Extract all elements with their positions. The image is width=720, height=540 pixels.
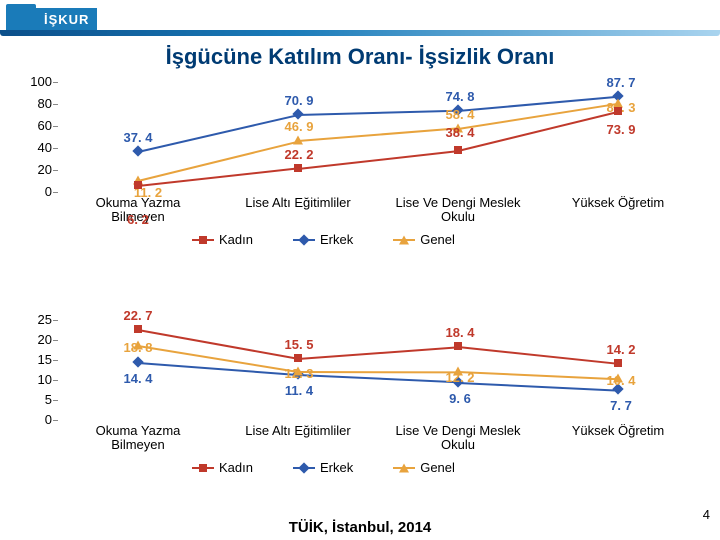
legend-label: Genel xyxy=(420,232,455,247)
page-number: 4 xyxy=(703,507,710,522)
series-line-genel xyxy=(298,371,458,373)
data-label-genel: 12. 3 xyxy=(285,366,314,381)
data-label-kadin: 22. 2 xyxy=(285,147,314,162)
marker-kadin xyxy=(294,354,302,362)
series-line-erkek xyxy=(458,382,618,392)
data-label-kadin: 18. 4 xyxy=(446,325,475,340)
y-axis-label: 0 xyxy=(22,184,52,199)
y-axis-label: 0 xyxy=(22,412,52,427)
data-label-erkek: 7. 7 xyxy=(610,398,632,413)
legend-item-kadin: Kadın xyxy=(192,232,253,247)
data-label-genel: 18. 8 xyxy=(124,340,153,355)
data-label-erkek: 87. 7 xyxy=(607,75,636,90)
data-label-genel: 10. 4 xyxy=(607,373,636,388)
unemployment-chart: 0510152025Okuma Yazma BilmeyenLise Altı … xyxy=(22,320,698,480)
x-axis-label: Lise Ve Dengi Meslek Okulu xyxy=(378,424,538,453)
data-label-kadin: 6. 2 xyxy=(127,212,149,227)
marker-kadin xyxy=(614,107,622,115)
data-label-kadin: 22. 7 xyxy=(124,308,153,323)
legend-item-erkek: Erkek xyxy=(293,460,353,475)
series-line-kadin xyxy=(298,150,458,170)
legend: Kadın Erkek Genel xyxy=(192,460,455,475)
marker-genel xyxy=(293,136,303,145)
legend-label: Erkek xyxy=(320,232,353,247)
page-title: İşgücüne Katılım Oranı- İşsizlik Oranı xyxy=(0,44,720,70)
y-axis-label: 100 xyxy=(22,74,52,89)
y-axis-label: 20 xyxy=(22,332,52,347)
legend-item-erkek: Erkek xyxy=(293,232,353,247)
y-axis-label: 60 xyxy=(22,118,52,133)
marker-erkek xyxy=(132,357,143,368)
legend-label: Genel xyxy=(420,460,455,475)
legend-label: Kadın xyxy=(219,232,253,247)
series-line-erkek xyxy=(298,374,458,383)
x-axis-label: Yüksek Öğretim xyxy=(538,424,698,438)
data-label-kadin: 73. 9 xyxy=(607,122,636,137)
y-axis-label: 20 xyxy=(22,162,52,177)
marker-kadin xyxy=(614,359,622,367)
data-label-kadin: 38. 4 xyxy=(446,125,475,140)
x-axis-label: Lise Altı Eğitimliler xyxy=(218,424,378,438)
legend-label: Erkek xyxy=(320,460,353,475)
data-label-erkek: 74. 8 xyxy=(446,89,475,104)
header-stripe xyxy=(0,30,720,36)
marker-kadin xyxy=(454,146,462,154)
x-axis-label: Lise Altı Eğitimliler xyxy=(218,196,378,210)
series-line-kadin xyxy=(138,168,298,188)
y-axis-label: 80 xyxy=(22,96,52,111)
marker-erkek xyxy=(132,145,143,156)
header-bar: İŞKUR xyxy=(0,0,720,38)
data-label-erkek: 70. 9 xyxy=(285,93,314,108)
legend-item-genel: Genel xyxy=(393,232,455,247)
legend: Kadın Erkek Genel xyxy=(192,232,455,247)
legend-item-genel: Genel xyxy=(393,460,455,475)
marker-kadin xyxy=(294,164,302,172)
series-line-erkek xyxy=(298,110,458,116)
series-line-genel xyxy=(298,128,458,143)
y-axis-label: 25 xyxy=(22,312,52,327)
data-label-kadin: 14. 2 xyxy=(607,342,636,357)
x-axis-label: Okuma Yazma Bilmeyen xyxy=(58,424,218,453)
series-line-kadin xyxy=(138,329,298,360)
x-axis-label: Yüksek Öğretim xyxy=(538,196,698,210)
series-line-genel xyxy=(458,371,618,380)
series-line-erkek xyxy=(138,362,298,376)
y-axis-label: 10 xyxy=(22,372,52,387)
data-label-kadin: 15. 5 xyxy=(285,337,314,352)
marker-erkek xyxy=(292,108,303,119)
marker-kadin xyxy=(134,181,142,189)
marker-kadin xyxy=(134,325,142,333)
data-label-genel: 12. 2 xyxy=(446,370,475,385)
data-label-erkek: 9. 6 xyxy=(449,391,471,406)
legend-item-kadin: Kadın xyxy=(192,460,253,475)
series-line-erkek xyxy=(458,96,618,112)
legend-label: Kadın xyxy=(219,460,253,475)
y-axis-label: 40 xyxy=(22,140,52,155)
data-label-genel: 46. 9 xyxy=(285,119,314,134)
logo-text: İŞKUR xyxy=(36,8,97,31)
series-line-kadin xyxy=(458,346,618,365)
data-label-erkek: 14. 4 xyxy=(124,371,153,386)
data-label-erkek: 11. 4 xyxy=(285,383,313,398)
participation-chart: 020406080100Okuma Yazma BilmeyenLise Alt… xyxy=(22,82,698,252)
source-note: TÜİK, İstanbul, 2014 xyxy=(0,519,720,536)
data-label-genel: 58. 4 xyxy=(446,107,475,122)
y-axis-label: 15 xyxy=(22,352,52,367)
y-axis-label: 5 xyxy=(22,392,52,407)
data-label-erkek: 37. 4 xyxy=(124,130,153,145)
marker-kadin xyxy=(454,342,462,350)
x-axis-label: Lise Ve Dengi Meslek Okulu xyxy=(378,196,538,225)
series-line-kadin xyxy=(298,346,458,360)
